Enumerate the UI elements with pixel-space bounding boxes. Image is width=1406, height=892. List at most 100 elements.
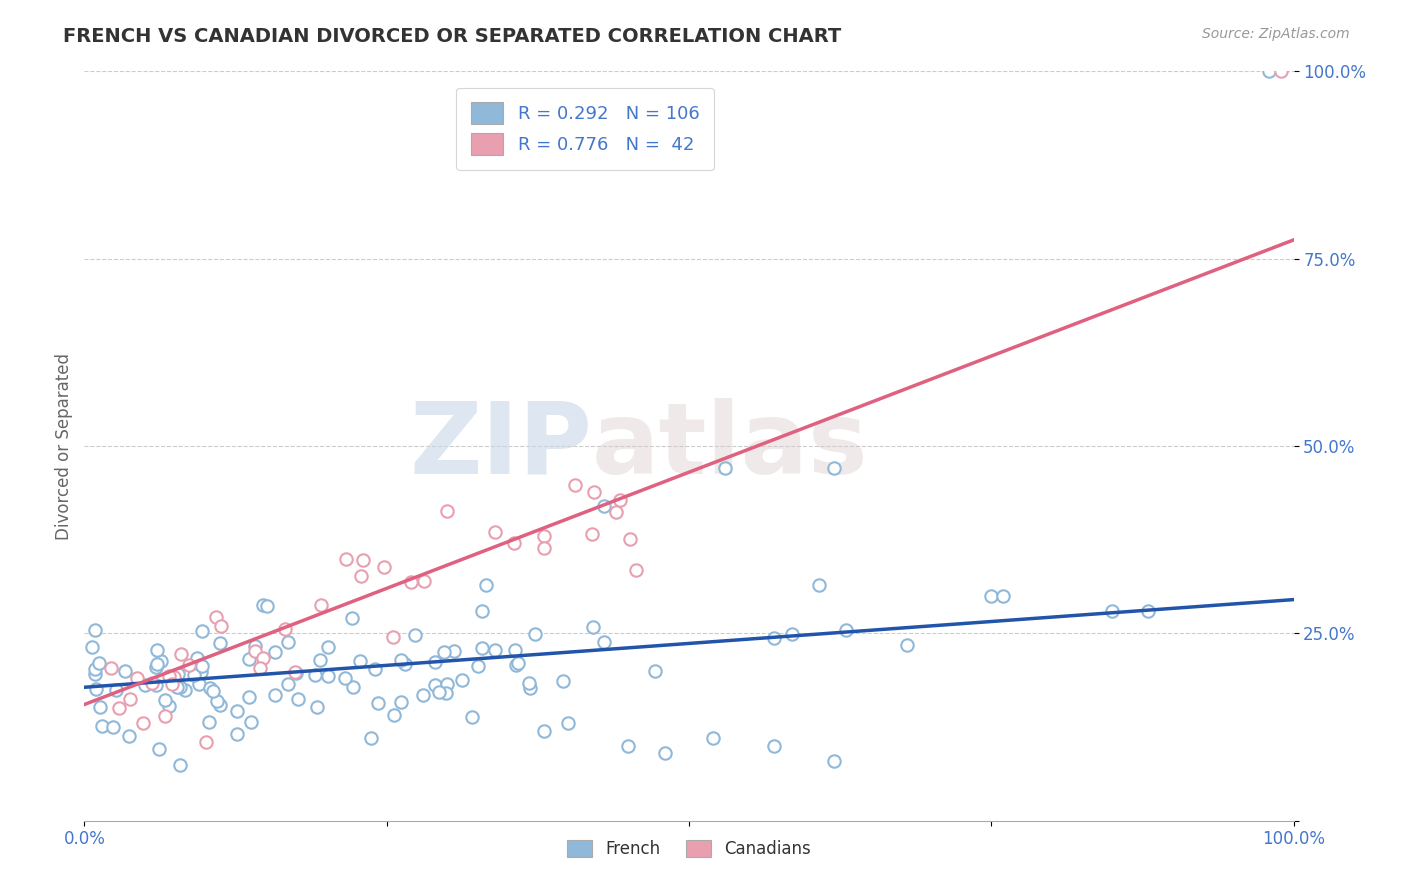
Point [134,678,156,692]
Point [263,688,285,702]
Point [619,532,641,546]
Point [557,716,579,731]
Text: atlas: atlas [592,398,869,494]
Point [503,536,526,550]
Point [316,640,339,654]
Point [174,682,197,697]
Point [305,700,328,714]
Point [443,644,465,658]
Point [157,699,180,714]
Point [423,655,446,669]
Point [654,746,676,760]
Point [132,716,155,731]
Point [980,589,1002,603]
Point [1137,604,1160,618]
Point [100,661,122,675]
Point [245,639,267,653]
Text: ZIP: ZIP [409,398,592,494]
Text: FRENCH VS CANADIAN DIVORCED OR SEPARATED CORRELATION CHART: FRENCH VS CANADIAN DIVORCED OR SEPARATED… [63,27,842,45]
Point [82,640,104,654]
Point [177,658,200,673]
Point [780,627,803,641]
Point [484,643,506,657]
Point [436,676,458,690]
Point [1270,64,1292,78]
Point [197,715,219,730]
Y-axis label: Divorced or Separated: Divorced or Separated [55,352,73,540]
Point [108,701,131,715]
Point [252,598,274,612]
Point [399,574,422,589]
Point [592,635,614,649]
Point [335,552,357,566]
Point [277,677,299,691]
Point [1101,604,1123,618]
Point [349,655,371,669]
Point [264,645,287,659]
Point [434,686,457,700]
Point [524,627,547,641]
Point [475,578,498,592]
Point [256,599,278,614]
Point [239,714,262,729]
Point [198,681,221,695]
Point [364,662,387,676]
Point [427,685,450,699]
Point [238,652,260,666]
Point [352,553,374,567]
Point [1258,64,1281,78]
Point [762,631,785,645]
Point [389,653,412,667]
Point [209,618,232,632]
Point [155,693,177,707]
Point [605,505,627,519]
Point [484,524,506,539]
Point [450,673,472,687]
Point [118,692,141,706]
Point [714,461,737,475]
Point [84,662,107,676]
Point [807,578,830,592]
Point [118,729,141,743]
Point [582,620,605,634]
Point [342,680,364,694]
Point [226,704,249,718]
Point [617,739,640,753]
Point [84,623,107,637]
Point [381,630,404,644]
Point [644,664,666,678]
Point [284,665,307,680]
Point [87,656,110,670]
Point [609,492,631,507]
Point [593,499,616,513]
Point [245,644,267,658]
Point [896,638,918,652]
Point [208,636,231,650]
Point [205,610,228,624]
Point [114,664,136,678]
Point [823,754,845,768]
Point [471,641,494,656]
Point [702,731,724,746]
Point [316,669,339,683]
Point [835,623,858,637]
Point [436,504,458,518]
Point [101,719,124,733]
Point [277,634,299,648]
Point [519,681,541,695]
Point [194,735,217,749]
Point [105,683,128,698]
Point [551,674,574,689]
Point [505,643,527,657]
Point [150,654,173,668]
Point [145,657,167,672]
Point [201,683,224,698]
Point [583,485,606,500]
Point [190,665,212,679]
Point [412,574,434,588]
Point [373,560,395,574]
Point [461,710,484,724]
Point [146,643,169,657]
Point [160,677,183,691]
Point [581,527,603,541]
